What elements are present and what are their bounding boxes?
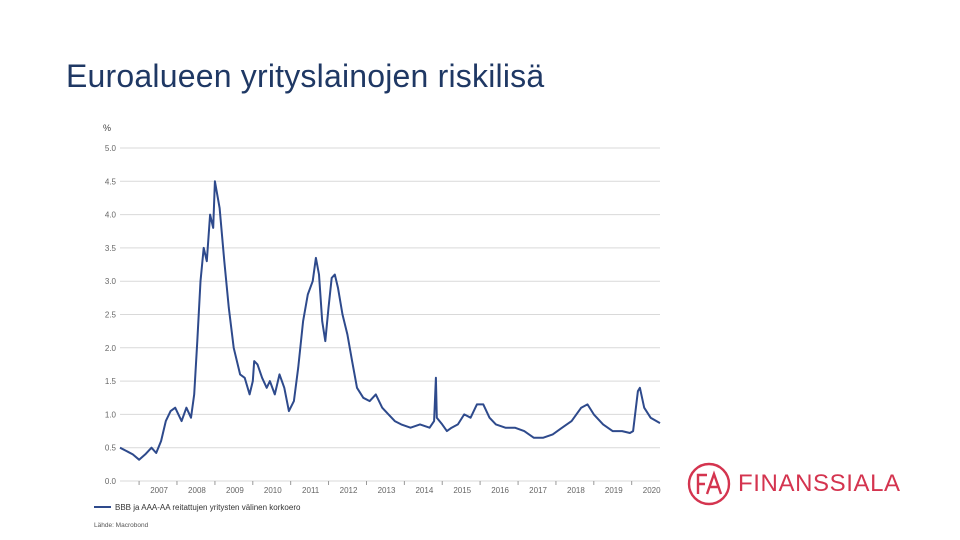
x-tick-label: 2013 — [378, 486, 396, 495]
x-tick-label: 2019 — [605, 486, 623, 495]
x-tick-label: 2012 — [340, 486, 358, 495]
y-axis-unit-label: % — [103, 123, 111, 133]
y-tick-label: 1.5 — [105, 377, 117, 386]
x-tick-label: 2009 — [226, 486, 244, 495]
y-tick-label: 0.0 — [105, 477, 117, 486]
y-tick-label: 5.0 — [105, 144, 117, 153]
y-tick-label: 0.5 — [105, 444, 117, 453]
x-tick-label: 2018 — [567, 486, 585, 495]
series-line — [119, 180, 661, 461]
x-axis-ticks: 2007 2008 2009 2010 2011 2012 2013 2014 2015 2016… — [138, 481, 661, 495]
y-tick-label: 3.5 — [105, 244, 117, 253]
slide-title: Euroalueen yrityslainojen riskilisä — [66, 58, 545, 94]
x-tick-label: 2016 — [491, 486, 509, 495]
y-tick-label: 2.5 — [105, 311, 117, 320]
x-tick-label: 2010 — [264, 486, 282, 495]
x-tick-label: 2008 — [188, 486, 206, 495]
x-tick-label: 2015 — [453, 486, 471, 495]
y-tick-label: 2.0 — [105, 344, 117, 353]
x-tick-label: 2014 — [415, 486, 433, 495]
y-axis-ticks: 0.0 0.5 1.0 1.5 2.0 2.5 3.0 3.5 4.0 4.5 5.0 — [105, 144, 117, 486]
finanssiala-logo: FINANSSIALA — [686, 460, 901, 508]
x-tick-label: 2017 — [529, 486, 547, 495]
y-tick-label: 4.5 — [105, 177, 117, 186]
finanssiala-logo-mark-icon — [687, 462, 731, 506]
y-tick-label: 1.0 — [105, 410, 117, 419]
y-tick-label: 3.0 — [105, 277, 117, 286]
x-tick-label: 2020 — [643, 486, 661, 495]
legend: BBB ja AAA-AA reitattujen yritysten väli… — [94, 503, 301, 512]
x-tick-label: 2011 — [302, 486, 320, 495]
legend-label: BBB ja AAA-AA reitattujen yritysten väli… — [115, 503, 301, 512]
grid-lines — [120, 147, 660, 482]
logo-wordmark: FINANSSIALA — [738, 470, 901, 497]
x-tick-label: 2007 — [150, 486, 168, 495]
y-tick-label: 4.0 — [105, 211, 117, 220]
source-note: Lähde: Macrobond — [94, 522, 149, 529]
